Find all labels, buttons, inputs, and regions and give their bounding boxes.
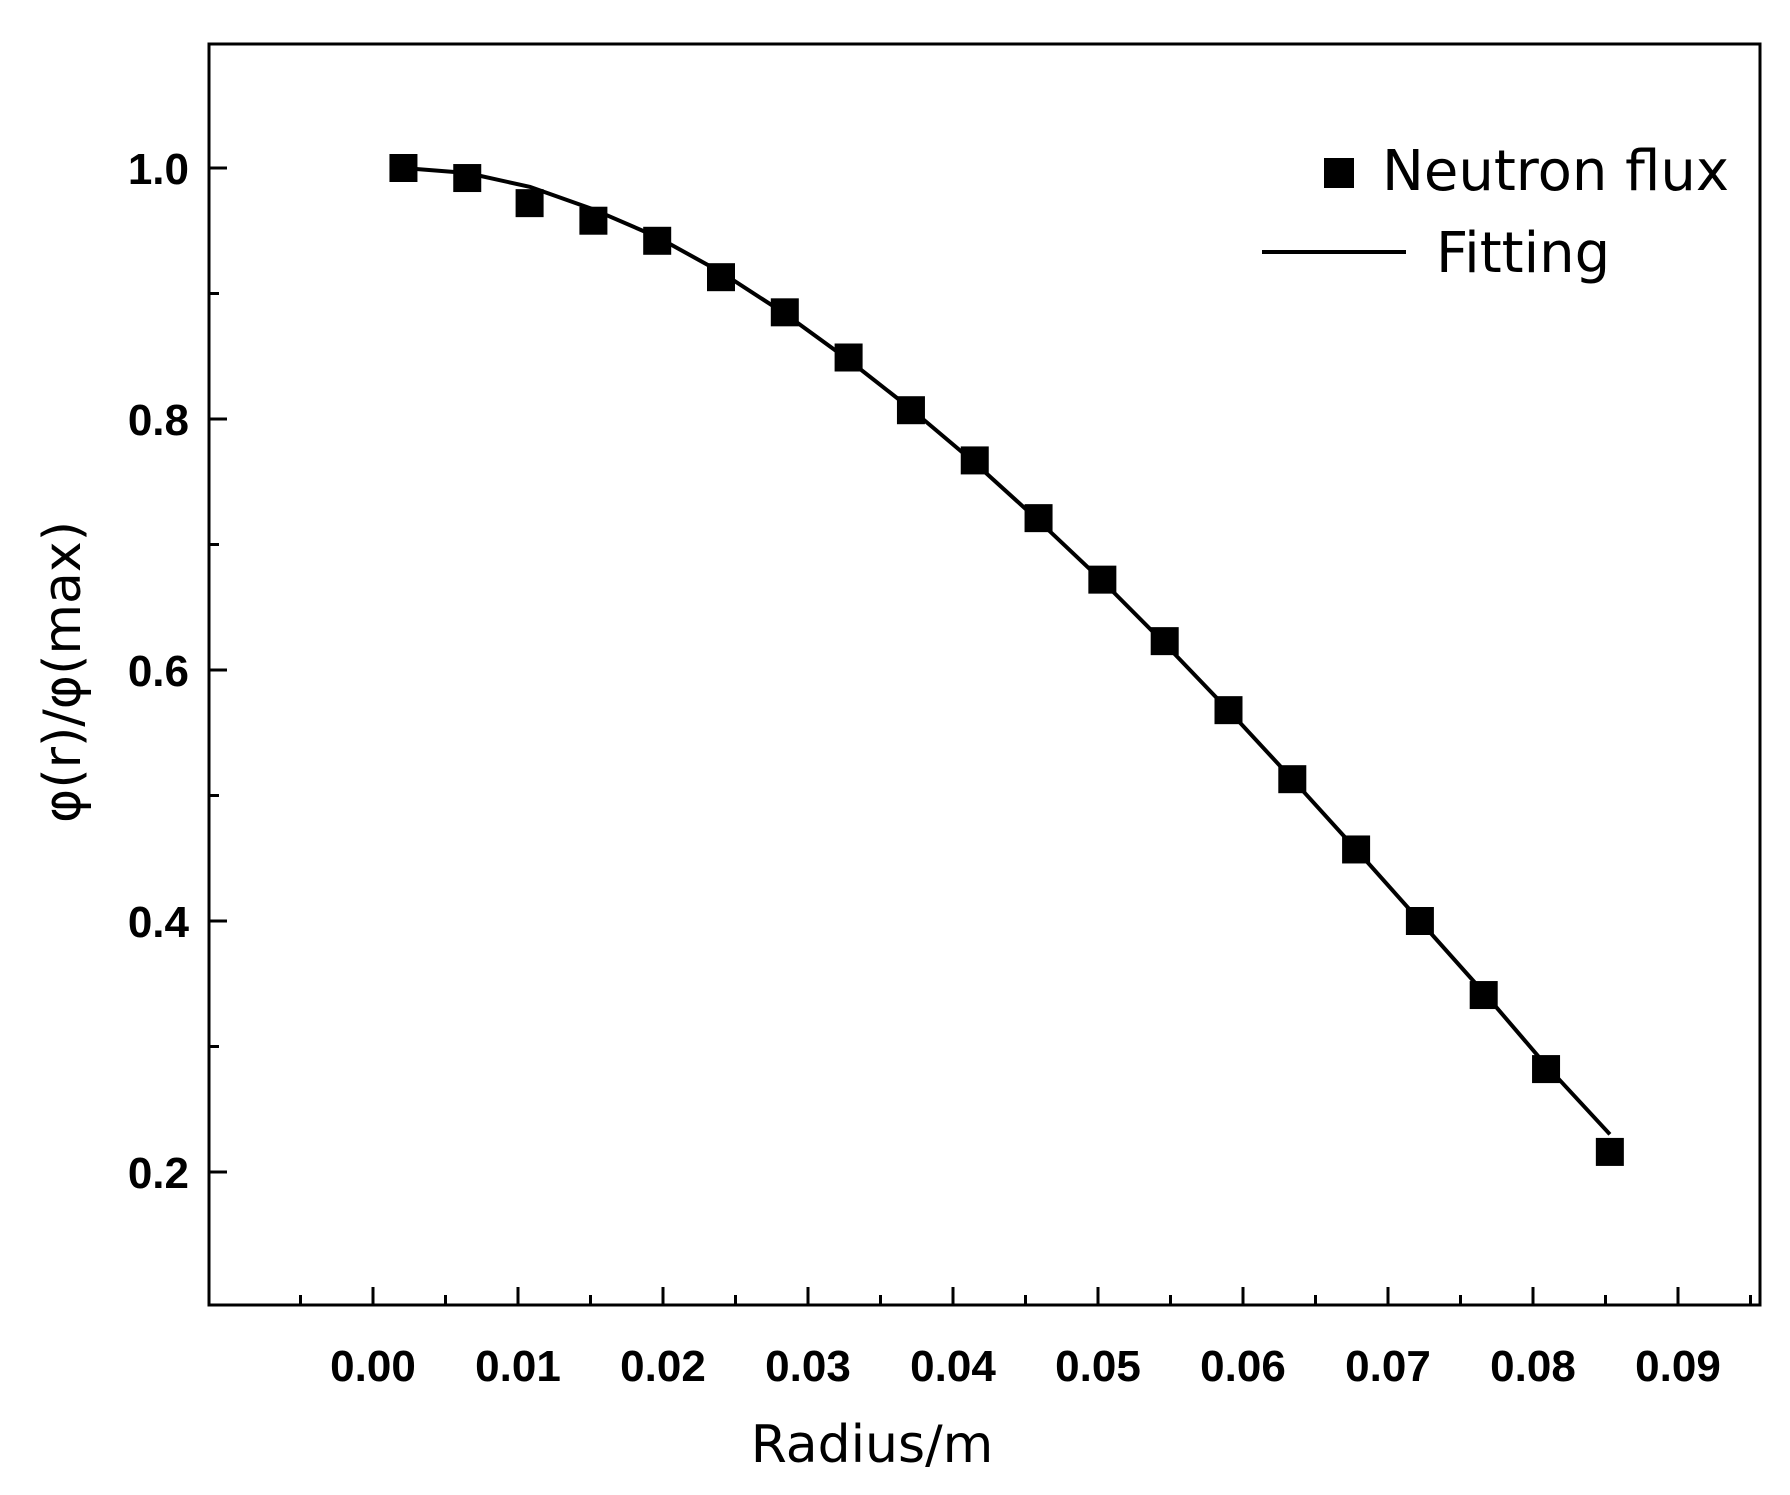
neutron-flux-point bbox=[1469, 981, 1498, 1010]
neutron-flux-point bbox=[1342, 835, 1371, 864]
y-tick-label: 0.6 bbox=[128, 647, 189, 696]
neutron-flux-point bbox=[1214, 696, 1243, 725]
plot-area bbox=[389, 154, 1624, 1166]
neutron-flux-point bbox=[453, 164, 482, 193]
neutron-flux-point bbox=[960, 446, 989, 475]
neutron-flux-point bbox=[1532, 1055, 1561, 1084]
neutron-flux-point bbox=[1405, 907, 1434, 935]
y-axis-label: φ(r)/φ(max) bbox=[33, 521, 93, 823]
x-tick-label: 0.01 bbox=[475, 1342, 561, 1391]
neutron-flux-point bbox=[1278, 765, 1307, 794]
fitting-line bbox=[403, 166, 1612, 1136]
neutron-flux-point bbox=[579, 206, 608, 235]
x-tick-label: 0.00 bbox=[330, 1342, 416, 1391]
y-tick-label: 0.2 bbox=[128, 1149, 189, 1198]
plot-frame bbox=[207, 42, 1762, 1307]
neutron-flux-point bbox=[1024, 504, 1053, 533]
neutron-flux-point bbox=[643, 226, 672, 255]
x-axis-label: Radius/m bbox=[751, 1415, 994, 1475]
x-tick-label: 0.03 bbox=[765, 1342, 851, 1391]
legend-marker-neutron-flux bbox=[1324, 158, 1354, 188]
neutron-flux-point bbox=[1150, 627, 1179, 656]
neutron-flux-point bbox=[834, 343, 863, 372]
neutron-flux-point bbox=[896, 396, 925, 425]
x-tick-label: 0.02 bbox=[620, 1342, 706, 1391]
x-tick-label: 0.04 bbox=[910, 1342, 996, 1391]
x-tick-label: 0.07 bbox=[1345, 1342, 1431, 1391]
x-tick-label: 0.06 bbox=[1200, 1342, 1286, 1391]
x-tick-label: 0.08 bbox=[1490, 1342, 1576, 1391]
y-tick-label: 1.0 bbox=[128, 145, 189, 194]
x-axis: 0.00 0.01 0.02 0.03 0.04 0.05 0.06 0.07 0.08 0.09 bbox=[299, 1287, 1752, 1391]
neutron-flux-point bbox=[1595, 1137, 1624, 1166]
legend-label-neutron-flux: Neutron flux bbox=[1382, 139, 1729, 204]
neutron-flux-point bbox=[770, 298, 799, 327]
y-tick-label: 0.4 bbox=[128, 898, 190, 947]
x-tick-label: 0.05 bbox=[1055, 1342, 1141, 1391]
x-tick-label: 0.09 bbox=[1635, 1342, 1721, 1391]
legend: Neutron flux Fitting bbox=[1262, 139, 1729, 286]
y-tick-label: 0.8 bbox=[128, 396, 189, 445]
legend-label-fitting: Fitting bbox=[1436, 221, 1610, 286]
neutron-flux-point bbox=[515, 189, 544, 218]
y-axis: 0.2 0.4 0.6 0.8 1.0 bbox=[128, 145, 227, 1198]
neutron-flux-point bbox=[389, 154, 418, 182]
neutron-flux-point bbox=[1088, 565, 1117, 594]
neutron-flux-point bbox=[707, 263, 735, 292]
